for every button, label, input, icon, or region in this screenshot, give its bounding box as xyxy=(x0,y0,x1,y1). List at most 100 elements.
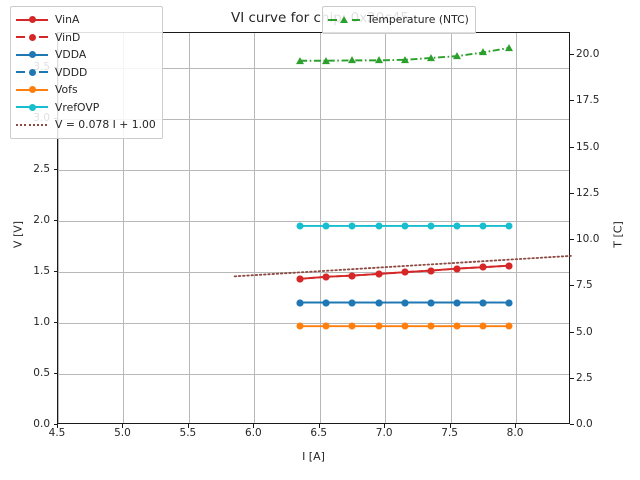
gridline-horizontal xyxy=(58,169,569,171)
legend-item-vddd[interactable]: VDDD xyxy=(16,64,156,82)
y-axis-label-right: T [C] xyxy=(611,221,625,248)
x-tick-label: 5.0 xyxy=(114,427,131,439)
x-tickmark xyxy=(384,424,386,428)
data-point-marker xyxy=(453,52,462,60)
x-tick-label: 6.5 xyxy=(310,427,328,439)
fit-line xyxy=(233,254,572,278)
data-point-marker xyxy=(322,56,331,64)
legend-swatch xyxy=(16,14,48,26)
data-point-marker xyxy=(348,222,356,230)
data-point-marker xyxy=(426,54,435,62)
legend-item-label: V = 0.078 I + 1.00 xyxy=(55,118,156,132)
gridline-vertical xyxy=(319,33,321,423)
y-tickmark-right xyxy=(570,331,574,333)
y-tick-label-right: 15.0 xyxy=(576,140,600,153)
data-point-marker xyxy=(401,299,409,306)
grid-layer xyxy=(58,33,569,423)
y-tick-label-right: 17.5 xyxy=(576,94,600,107)
legend-swatch xyxy=(16,84,48,96)
legend-marker xyxy=(28,86,36,94)
legend-item-label: VDDA xyxy=(55,48,87,62)
data-point-marker xyxy=(322,299,330,306)
x-axis-label: I [A] xyxy=(302,450,325,463)
legend-item-vina[interactable]: VinA xyxy=(16,11,156,29)
data-point-marker xyxy=(375,322,383,330)
data-point-marker xyxy=(505,262,513,270)
y-tickmark-right xyxy=(570,239,574,241)
legend-marker xyxy=(28,16,36,24)
x-tickmark xyxy=(318,424,320,428)
gridline-horizontal xyxy=(58,271,569,273)
y-tickmark-right xyxy=(570,192,574,194)
gridline-vertical xyxy=(254,33,256,423)
data-point-marker xyxy=(296,56,305,64)
legend-swatch xyxy=(16,31,48,43)
legend-marker xyxy=(28,68,36,76)
legend-item-vind[interactable]: VinD xyxy=(16,29,156,47)
y-tickmark-left xyxy=(53,372,57,374)
data-point-marker xyxy=(400,55,409,63)
data-point-marker xyxy=(479,48,488,56)
data-point-marker xyxy=(296,222,304,230)
legend-swatch xyxy=(16,101,48,113)
gridline-horizontal xyxy=(58,67,569,69)
y-tickmark-right xyxy=(570,285,574,287)
legend-item-fit-line[interactable]: V = 0.078 I + 1.00 xyxy=(16,116,156,134)
gridline-horizontal xyxy=(58,220,569,222)
legend-swatch xyxy=(16,49,48,61)
gridline-horizontal xyxy=(58,322,569,324)
data-point-marker xyxy=(375,299,383,307)
gridline-vertical xyxy=(450,33,452,423)
y-tick-label-left: 1.5 xyxy=(33,264,50,277)
legend-item-label: VDDD xyxy=(55,65,88,79)
data-point-marker xyxy=(427,222,435,230)
x-tick-label: 7.5 xyxy=(441,427,458,439)
y-tickmark-left xyxy=(53,219,57,221)
y-tick-label-right: 0.0 xyxy=(576,418,593,430)
x-tickmark xyxy=(253,424,255,428)
legend-item-vofs[interactable]: Vofs xyxy=(16,81,156,99)
x-tick-label: 6.0 xyxy=(244,427,262,439)
data-point-marker xyxy=(296,299,304,306)
data-point-marker xyxy=(322,322,330,330)
data-point-marker xyxy=(401,322,409,330)
data-point-marker xyxy=(348,322,356,330)
gridline-vertical xyxy=(58,33,59,423)
y-tickmark-right xyxy=(570,100,574,102)
gridline-vertical xyxy=(385,33,387,423)
data-point-marker xyxy=(505,322,513,330)
y-tick-label-left: 2.0 xyxy=(33,213,50,226)
data-point-marker xyxy=(401,268,409,276)
y-tick-label-right: 7.5 xyxy=(576,279,593,292)
x-tickmark xyxy=(449,424,451,428)
legend-item-label: VinA xyxy=(55,13,80,27)
legend-temperature: Temperature (NTC) xyxy=(322,6,476,34)
y-tickmark-right xyxy=(570,54,574,56)
x-tick-label: 5.5 xyxy=(179,427,197,439)
y-tickmark-left xyxy=(53,321,57,323)
y-tick-label-left: 1.0 xyxy=(33,315,50,328)
gridline-vertical xyxy=(516,33,518,423)
data-point-marker xyxy=(505,222,513,230)
x-tickmark xyxy=(187,424,189,428)
gridline-horizontal xyxy=(58,373,569,375)
data-point-marker xyxy=(453,265,461,273)
legend-item-temperature-ntc[interactable]: Temperature (NTC) xyxy=(328,11,469,29)
legend-item-label: VinD xyxy=(55,30,81,44)
legend-item-vrefovp[interactable]: VrefOVP xyxy=(16,99,156,117)
data-point-marker xyxy=(296,322,304,330)
data-point-marker xyxy=(479,322,487,330)
legend-marker xyxy=(28,103,36,111)
data-point-marker xyxy=(348,56,357,64)
legend-item-vdda[interactable]: VDDA xyxy=(16,46,156,64)
legend-main: VinA VinD VDDA VDDD Vofs VrefOVP V = 0.078 I +… xyxy=(10,6,163,139)
x-tickmark xyxy=(57,424,58,428)
x-tickmark xyxy=(515,424,517,428)
data-point-marker xyxy=(427,267,435,275)
data-point-marker xyxy=(427,299,435,306)
y-tick-label-left: 0.0 xyxy=(33,418,50,430)
data-point-marker xyxy=(375,270,383,278)
legend-marker xyxy=(28,33,36,41)
x-tick-label: 8.0 xyxy=(506,427,524,439)
